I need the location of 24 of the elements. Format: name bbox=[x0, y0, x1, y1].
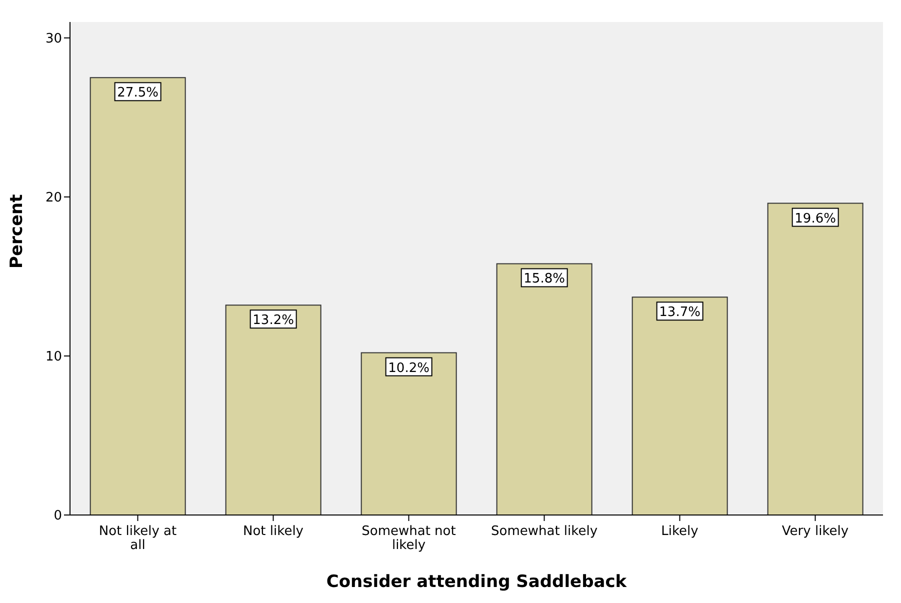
y-tick-label: 20 bbox=[45, 190, 62, 206]
data-label: 19.6% bbox=[794, 211, 836, 226]
bar bbox=[225, 304, 322, 515]
bar bbox=[632, 296, 728, 515]
y-tick-label: 10 bbox=[45, 350, 62, 365]
data-label: 10.2% bbox=[388, 360, 430, 376]
x-tick-label: Likely bbox=[661, 524, 699, 539]
data-label: 15.8% bbox=[524, 272, 565, 287]
x-axis-title: Consider attending Saddleback bbox=[326, 572, 628, 592]
y-axis-title: Percent bbox=[7, 194, 28, 268]
y-tick-label: 0 bbox=[54, 508, 62, 524]
x-tick-label: Somewhat likely bbox=[490, 524, 598, 539]
x-tick-label: Not likely at all bbox=[98, 524, 177, 553]
data-label: 13.7% bbox=[659, 305, 700, 320]
bar bbox=[360, 352, 457, 515]
x-tick-label: Very likely bbox=[782, 524, 849, 539]
data-label: 27.5% bbox=[117, 86, 158, 101]
bar bbox=[496, 263, 592, 515]
data-label: 13.2% bbox=[252, 313, 294, 328]
bar bbox=[767, 202, 864, 515]
x-tick-label: Somewhat not likely bbox=[362, 524, 456, 553]
y-tick-label: 30 bbox=[45, 32, 62, 47]
x-tick-label: Not likely bbox=[243, 524, 304, 539]
bar bbox=[90, 77, 186, 515]
